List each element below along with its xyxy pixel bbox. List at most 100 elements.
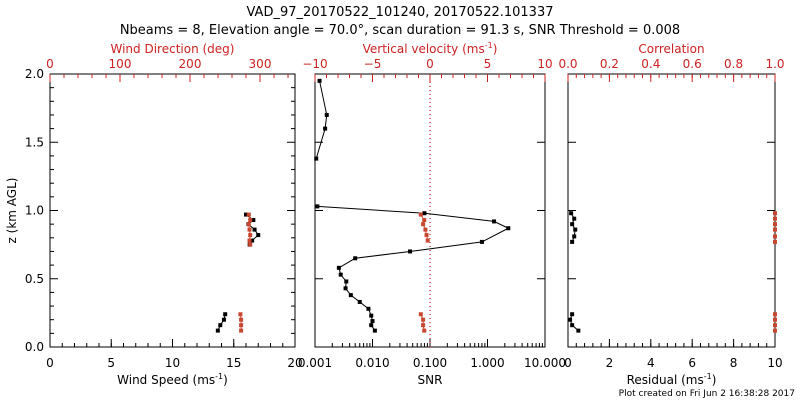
data-point [418,312,423,317]
panel-wind: 0.0 0.5 1.0 1.5 2.0 z (km AGL) 0 5 10 15 20 Wind Sp… [5,42,303,387]
data-point [569,211,574,216]
bottom-axis-label-main: Residual (ms [627,373,704,387]
data-point [369,313,374,318]
data-point [423,227,428,232]
top-tick-label: −5 [364,57,382,71]
top-tick-label: 0.2 [600,57,619,71]
data-point [370,319,375,324]
data-point [248,233,253,238]
bottom-axis-label-main: SNR [418,373,443,387]
data-point [247,227,252,232]
y-tick-label: 1.0 [25,204,44,218]
data-point [357,299,362,304]
data-point [422,328,427,333]
y-axis-label: z (km AGL) [5,178,19,244]
bottom-axis-label-sup: -1 [704,372,712,381]
data-point [421,317,426,322]
data-point [372,328,377,333]
data-point [221,317,226,322]
bottom-tick-label: 0.001 [298,356,332,370]
data-point [408,249,413,254]
top-axis-label-sup: -1 [485,41,493,50]
bottom-tick-label: 15 [226,356,241,370]
data-point [246,222,251,227]
data-point [315,204,320,209]
bottom-tick-label: 5 [107,356,115,370]
top-tick-label: 200 [179,57,202,71]
series-line [217,314,226,331]
data-point [773,317,777,322]
data-point [246,212,251,217]
series-line [315,80,328,159]
data-point [251,218,256,223]
y-tick-label: 2.0 [25,67,44,81]
data-point [506,226,511,231]
top-tick-label: 0.8 [724,57,743,71]
data-point [572,234,577,239]
figure-subtitle: Nbeams = 8, Elevation angle = 70.0°, sca… [120,23,680,38]
data-point [324,112,329,117]
data-point [568,317,573,322]
data-point [573,227,578,232]
data-point [238,312,243,317]
top-tick-label: 100 [109,57,132,71]
data-point [570,312,575,317]
data-point [239,323,244,328]
bottom-tick-label: 0.010 [355,356,389,370]
top-tick-label: 0.4 [641,57,660,71]
data-point [492,219,497,224]
top-tick-label: 10 [537,57,552,71]
data-point [239,328,244,333]
top-tick-label: −10 [302,57,327,71]
data-point [425,238,430,243]
data-point [215,328,220,333]
top-axis-label-main: Correlation [638,42,704,56]
bottom-tick-label: 1.000 [470,356,504,370]
series-line [239,314,242,331]
series-line [569,314,579,331]
data-point [248,218,253,223]
figure-title: VAD_97_20170522_101240, 20170522.101337 [247,5,554,20]
data-point [422,211,427,216]
top-tick-label: 1.0 [765,57,784,71]
top-axis-label: Correlation [638,42,704,56]
data-point [218,323,223,328]
data-point [353,256,358,261]
plot-created-note: Plot created on Fri Jun 2 16:38:28 2017 [619,389,795,399]
top-axis-label: Vertical velocity (ms-1) [363,41,498,56]
data-point [773,239,777,244]
panel-correlation: 0 2 4 6 8 10 Residual (ms-1) 0.0 0.2 0.4 0.6 0.8 1.0… [558,42,784,387]
data-point [773,234,777,239]
top-tick-label: 5 [484,57,492,71]
data-point [576,328,581,333]
data-point [344,279,349,284]
bottom-axis-label: Wind Speed (ms-1) [117,372,228,387]
data-point [572,216,577,221]
top-axis-label: Wind Direction (deg) [111,42,235,56]
data-point [250,238,255,243]
bottom-axis-label: Residual (ms-1) [627,372,717,387]
data-point [223,312,228,317]
top-axis-label-main: Vertical velocity (ms [363,42,485,56]
data-point [570,323,575,328]
series-line [317,205,510,331]
y-tick-label: 1.5 [25,135,44,149]
data-point [570,239,575,244]
panel-frame [49,73,296,348]
data-point [248,242,253,247]
data-point [422,218,427,223]
top-tick-label: 0 [426,57,434,71]
data-point [369,323,374,328]
data-point [773,328,777,333]
top-tick-label: 0 [46,57,54,71]
y-tick-label: 0.5 [25,272,44,286]
data-point [773,227,777,232]
bottom-tick-label: 0 [564,356,572,370]
data-point [338,272,343,277]
data-point [348,293,353,298]
data-point [421,323,426,328]
bottom-axis-label-main: Wind Speed (ms [117,373,215,387]
bottom-tick-label: 10 [767,356,782,370]
